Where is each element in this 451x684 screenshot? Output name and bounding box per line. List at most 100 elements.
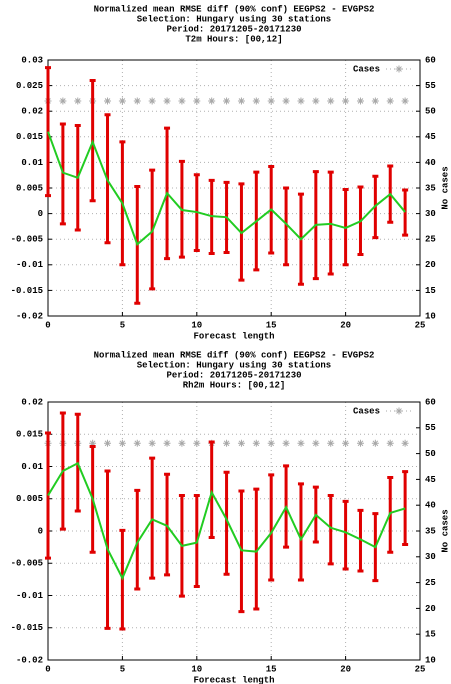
- y-tick-label: 0.02: [21, 397, 43, 407]
- chart-title: Selection: Hungary using 30 stations: [137, 360, 331, 370]
- case-marker: [223, 439, 231, 447]
- error-bar: [45, 431, 51, 560]
- case-marker: [401, 97, 409, 105]
- x-tick-label: 15: [266, 664, 277, 674]
- case-marker: [163, 97, 171, 105]
- y2-axis-label: No cases: [440, 509, 450, 552]
- y-tick-label: 0.025: [16, 81, 43, 91]
- y2-tick-label: 50: [425, 107, 436, 117]
- x-tick-label: 10: [191, 320, 202, 330]
- y-tick-label: 0.02: [21, 107, 43, 117]
- error-bar: [402, 188, 409, 237]
- x-axis-label: Forecast length: [193, 675, 274, 684]
- y-tick-label: 0.015: [16, 132, 43, 142]
- legend-label: Cases: [353, 64, 380, 74]
- chart-title: T2m Hours: [00,12]: [185, 34, 282, 44]
- y-tick-label: 0: [38, 209, 43, 219]
- error-bar: [134, 488, 141, 591]
- error-bar: [268, 473, 275, 582]
- case-marker: [395, 65, 403, 73]
- x-tick-label: 25: [415, 664, 426, 674]
- x-tick-label: 10: [191, 664, 202, 674]
- case-marker: [371, 97, 379, 105]
- y-tick-label: -0.005: [11, 559, 43, 569]
- x-tick-label: 15: [266, 320, 277, 330]
- error-bar: [297, 482, 304, 582]
- chart-title: Normalized mean RMSE diff (90% conf) EEG…: [94, 350, 375, 360]
- y2-tick-label: 15: [425, 286, 436, 296]
- error-bar: [357, 508, 364, 573]
- case-marker: [267, 439, 275, 447]
- case-marker: [74, 97, 82, 105]
- y2-tick-label: 25: [425, 578, 436, 588]
- case-marker: [401, 439, 409, 447]
- case-marker: [386, 97, 394, 105]
- error-bar: [327, 494, 334, 566]
- case-marker: [297, 439, 305, 447]
- y2-tick-label: 55: [425, 81, 436, 91]
- case-marker: [342, 439, 350, 447]
- y-tick-label: 0.01: [21, 462, 43, 472]
- chart-title: Rh2m Hours: [00,12]: [183, 380, 286, 390]
- error-bar: [283, 186, 290, 267]
- case-marker: [208, 97, 216, 105]
- y2-tick-label: 30: [425, 552, 436, 562]
- error-bar: [342, 499, 349, 571]
- mean-line: [47, 131, 406, 247]
- y2-tick-label: 40: [425, 158, 436, 168]
- case-marker: [252, 97, 260, 105]
- case-marker: [193, 439, 201, 447]
- case-marker: [327, 97, 335, 105]
- x-tick-label: 5: [120, 664, 125, 674]
- error-bar: [164, 472, 171, 577]
- y2-tick-label: 45: [425, 475, 436, 485]
- y2-tick-label: 15: [425, 630, 436, 640]
- y-tick-label: 0.005: [16, 183, 43, 193]
- case-marker: [148, 439, 156, 447]
- case-marker: [223, 97, 231, 105]
- case-marker: [327, 439, 335, 447]
- legend-label: Cases: [353, 406, 380, 416]
- error-bar: [223, 470, 230, 576]
- y2-tick-label: 50: [425, 449, 436, 459]
- chart-title: Normalized mean RMSE diff (90% conf) EEG…: [94, 4, 375, 14]
- case-marker: [237, 439, 245, 447]
- y-tick-label: -0.01: [16, 260, 44, 270]
- case-marker: [297, 97, 305, 105]
- error-bar: [253, 487, 260, 611]
- y2-axis-label: No cases: [440, 166, 450, 209]
- case-marker: [193, 97, 201, 105]
- y2-tick-label: 55: [425, 423, 436, 433]
- y-tick-label: 0.005: [16, 494, 43, 504]
- y-tick-label: -0.01: [16, 591, 44, 601]
- case-marker: [133, 97, 141, 105]
- case-marker: [178, 439, 186, 447]
- case-marker: [104, 97, 112, 105]
- case-marker: [386, 439, 394, 447]
- y2-tick-label: 40: [425, 501, 436, 511]
- case-marker: [237, 97, 245, 105]
- case-marker: [356, 439, 364, 447]
- case-marker: [342, 97, 350, 105]
- case-marker: [178, 97, 186, 105]
- case-marker: [267, 97, 275, 105]
- y2-tick-label: 20: [425, 604, 436, 614]
- error-bar: [208, 440, 215, 539]
- case-marker: [395, 407, 403, 415]
- x-tick-label: 25: [415, 320, 426, 330]
- y2-tick-label: 35: [425, 183, 436, 193]
- case-marker: [252, 439, 260, 447]
- y2-tick-label: 35: [425, 526, 436, 536]
- chart-title: Period: 20171205-20171230: [166, 370, 301, 380]
- x-tick-label: 20: [340, 664, 351, 674]
- y2-tick-label: 25: [425, 235, 436, 245]
- x-tick-label: 0: [45, 320, 50, 330]
- case-marker: [356, 97, 364, 105]
- y-tick-label: -0.015: [11, 623, 43, 633]
- y2-tick-label: 60: [425, 397, 436, 407]
- error-bar: [59, 122, 66, 226]
- case-marker: [59, 97, 67, 105]
- y-tick-label: -0.015: [11, 286, 43, 296]
- y-tick-label: -0.005: [11, 235, 43, 245]
